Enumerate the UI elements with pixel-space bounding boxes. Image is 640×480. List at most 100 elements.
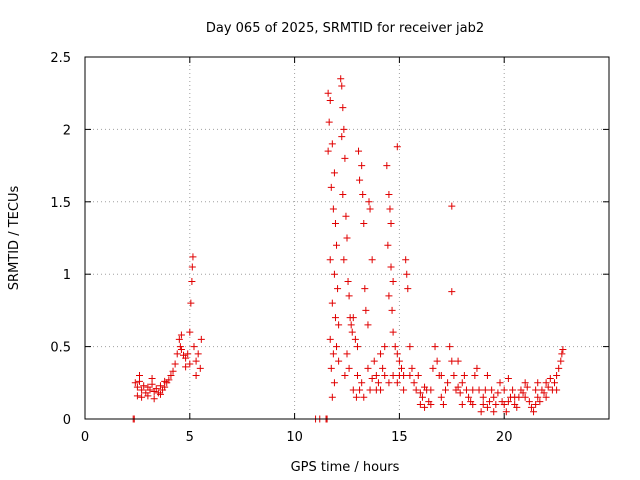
data-point — [366, 205, 374, 213]
data-point — [544, 383, 552, 391]
data-point — [446, 343, 454, 351]
data-point — [385, 292, 393, 300]
data-point — [437, 393, 445, 401]
data-point — [196, 364, 204, 372]
x-tick-label: 20 — [496, 430, 513, 445]
data-point — [418, 393, 426, 401]
data-point — [416, 401, 424, 409]
x-axis-label: GPS time / hours — [291, 460, 400, 475]
data-point — [404, 285, 412, 293]
data-point — [186, 360, 194, 368]
data-point — [462, 386, 470, 394]
data-point — [340, 256, 348, 264]
data-point — [504, 398, 512, 406]
data-point — [557, 357, 565, 365]
data-point — [490, 408, 498, 416]
data-point — [393, 143, 401, 151]
data-point — [377, 350, 385, 358]
data-point — [444, 379, 452, 387]
data-point — [523, 383, 531, 391]
data-point — [439, 401, 447, 409]
data-point — [342, 212, 350, 220]
data-point — [395, 357, 403, 365]
data-point — [358, 379, 366, 387]
data-point — [387, 220, 395, 228]
data-point — [496, 379, 504, 387]
data-point — [414, 372, 422, 380]
data-point — [389, 328, 397, 336]
x-tick-label: 15 — [391, 430, 408, 445]
data-point — [333, 241, 341, 249]
data-point — [358, 162, 366, 170]
plot-frame — [84, 56, 610, 420]
data-point — [335, 357, 343, 365]
data-point — [532, 386, 540, 394]
data-point — [334, 285, 342, 293]
data-point — [361, 285, 369, 293]
data-point — [406, 343, 414, 351]
data-point — [150, 395, 158, 403]
data-point — [500, 401, 508, 409]
data-point — [324, 89, 332, 97]
data-point — [341, 372, 349, 380]
data-point — [326, 96, 334, 104]
data-point — [381, 343, 389, 351]
data-point — [165, 376, 173, 384]
data-point — [427, 401, 435, 409]
data-point — [479, 401, 487, 409]
data-point — [429, 364, 437, 372]
data-point — [488, 386, 496, 394]
data-point — [362, 306, 370, 314]
data-point — [433, 357, 441, 365]
data-point — [387, 263, 395, 271]
data-point — [331, 220, 339, 228]
data-point — [421, 403, 429, 411]
x-tick-label: 10 — [286, 430, 303, 445]
y-tick-label: 0 — [63, 413, 71, 428]
chart-title: Day 065 of 2025, SRMTID for receiver jab… — [206, 21, 484, 36]
data-point — [542, 379, 550, 387]
data-point — [364, 364, 372, 372]
data-point — [479, 393, 487, 401]
data-point — [133, 383, 141, 391]
data-point — [384, 241, 392, 249]
data-point — [400, 386, 408, 394]
y-tick-label: 2 — [63, 123, 71, 138]
data-point — [483, 372, 491, 380]
data-point — [513, 403, 521, 411]
data-point — [402, 256, 410, 264]
y-tick-label: 1.5 — [50, 196, 71, 211]
data-point — [509, 386, 517, 394]
data-point — [189, 253, 197, 261]
data-point — [536, 398, 544, 406]
data-point — [481, 386, 489, 394]
data-point — [349, 314, 357, 322]
data-point — [521, 379, 529, 387]
data-point — [326, 256, 334, 264]
data-point — [138, 386, 146, 394]
data-point — [333, 343, 341, 351]
data-point — [448, 288, 456, 296]
data-point — [403, 270, 411, 278]
data-point — [416, 389, 424, 397]
data-point — [329, 205, 337, 213]
data-point — [330, 169, 338, 177]
data-point — [521, 393, 529, 401]
y-tick-label: 2.5 — [50, 51, 71, 66]
data-point — [389, 372, 397, 380]
data-point — [546, 374, 554, 382]
data-point — [368, 374, 376, 382]
data-point — [360, 393, 368, 401]
data-point — [343, 350, 351, 358]
data-point — [393, 350, 401, 358]
data-point — [532, 401, 540, 409]
x-tick-label: 5 — [186, 430, 194, 445]
data-point — [338, 82, 346, 90]
data-point — [370, 357, 378, 365]
data-point — [169, 367, 177, 375]
data-point — [327, 364, 335, 372]
data-point — [454, 357, 462, 365]
data-point — [473, 364, 481, 372]
data-point — [374, 379, 382, 387]
